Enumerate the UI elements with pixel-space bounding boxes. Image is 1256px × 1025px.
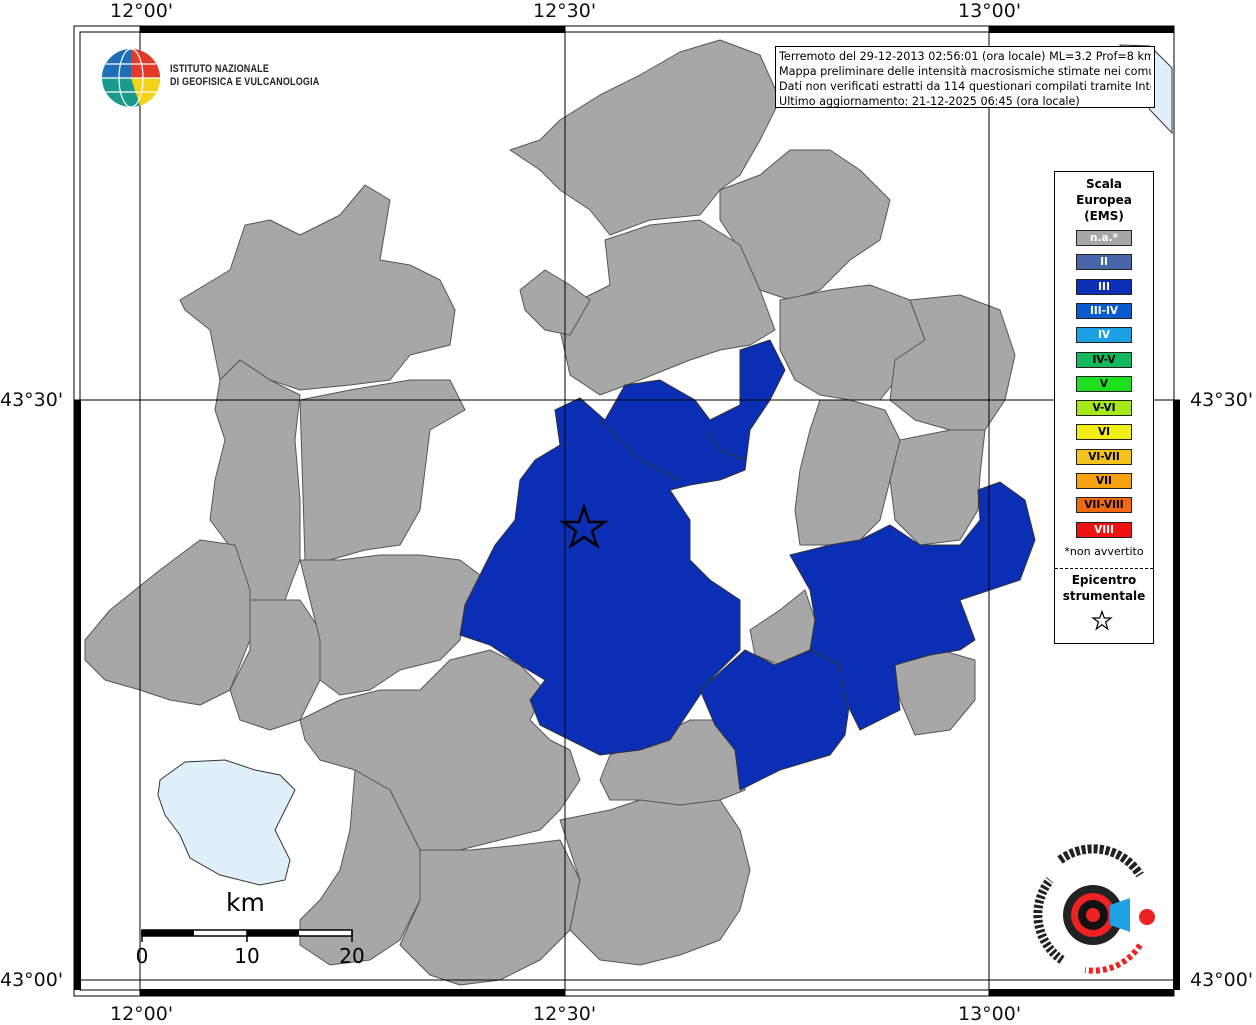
scale-unit: km: [226, 888, 265, 917]
scale-bar: [141, 929, 353, 942]
legend-item-vii-viii: VII-VIII: [1076, 497, 1132, 514]
lon-label-bottom-3: 13°00': [958, 1003, 1022, 1025]
municipalities-na: [84, 39, 1016, 986]
legend-item-v-vi: V-VI: [1076, 400, 1132, 417]
info-line-updated: Ultimo aggiornamento: 21-12-2025 06:45 (…: [779, 95, 1080, 108]
scale-tick-0: 0: [135, 944, 149, 968]
legend-item-iii-iv: III-IV: [1076, 302, 1132, 319]
lat-label-right-1: 43°30': [1190, 389, 1254, 411]
info-line-data: Dati non verificati estratti da 114 ques…: [779, 80, 1151, 93]
graticule: [74, 26, 1180, 996]
ingv-logo-text: ISTITUTO NAZIONALE DI GEOFISICA E VULCAN…: [170, 63, 319, 89]
legend-item-n-a: n.a.*: [1076, 230, 1132, 246]
legend-item-vii: VII: [1076, 473, 1132, 489]
lat-label-left-1: 43°30': [0, 389, 64, 411]
municipalities-intensity-iii: [459, 339, 1036, 791]
legend-item-v: V: [1076, 375, 1132, 392]
scale-tick-20: 20: [339, 944, 365, 968]
legend-epicenter-label: Epicentro strumentale: [1062, 573, 1146, 603]
ingv-logo-icon: [102, 48, 161, 108]
ingv-logo-line2: DI GEOFISICA E VULCANOLOGIA: [170, 76, 320, 88]
legend-item-vi-vii: VI-VII: [1076, 448, 1132, 465]
lon-label-bottom-2: 12°30': [533, 1003, 597, 1025]
ingv-logo-line1: ISTITUTO NAZIONALE: [170, 63, 270, 75]
epicenter-star[interactable]: [558, 503, 610, 550]
legend-separator: [1055, 568, 1153, 569]
event-info-box: Terremoto del 29-12-2013 02:56:01 (ora l…: [775, 46, 1155, 108]
lon-label-top-1: 12°00': [110, 0, 174, 22]
lat-label-left-2: 43°00': [0, 969, 64, 991]
lon-label-bottom-1: 12°00': [110, 1003, 174, 1025]
legend-item-iv: IV: [1076, 327, 1132, 344]
lat-label-right-2: 43°00': [1190, 969, 1254, 991]
legend-item-ii: II: [1076, 254, 1132, 271]
legend-star-icon: [1091, 610, 1113, 631]
legend-item-vi: VI: [1076, 424, 1132, 441]
lake-trasimeno: [157, 759, 296, 886]
lon-label-top-2: 12°30': [533, 0, 597, 22]
scale-tick-10: 10: [234, 944, 260, 968]
info-line-map: Mappa preliminare delle intensità macros…: [779, 65, 1151, 78]
legend-note: *non avvertito: [1064, 545, 1144, 558]
haisentito-logo-icon: [1033, 844, 1155, 974]
legend-item-iii: III: [1076, 278, 1132, 295]
legend-item-iv-v: IV-V: [1076, 351, 1132, 368]
info-line-event: Terremoto del 29-12-2013 02:56:01 (ora l…: [779, 50, 1151, 63]
frame-bars: [74, 26, 1180, 996]
legend-item-viii: VIII: [1076, 521, 1132, 538]
intensity-legend: Scala Europea (EMS) n.a.* II III III-IV IV IV-V…: [1054, 171, 1154, 644]
lon-label-top-3: 13°00': [958, 0, 1022, 22]
legend-title: Scala Europea (EMS): [1076, 177, 1132, 223]
